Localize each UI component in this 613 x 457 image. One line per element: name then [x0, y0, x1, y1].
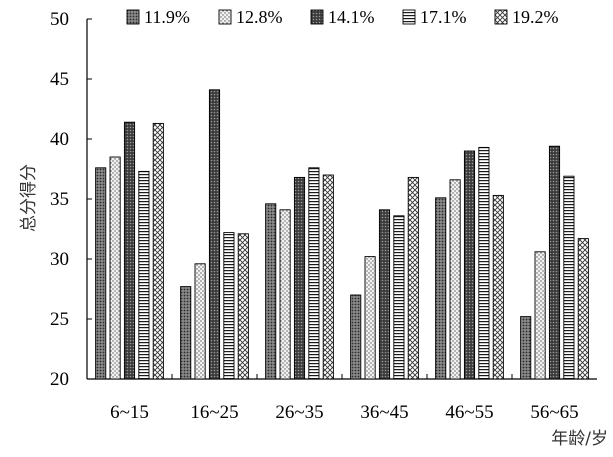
bar [520, 316, 532, 380]
bars [95, 89, 589, 380]
bar [223, 232, 235, 380]
bar [95, 167, 107, 380]
bar [577, 238, 589, 380]
bar [407, 176, 419, 380]
bar [478, 146, 490, 380]
legend-swatch [310, 9, 324, 25]
bar [180, 286, 192, 380]
bar [208, 89, 221, 380]
bar [109, 156, 121, 380]
bar [548, 145, 561, 380]
bar [138, 170, 150, 380]
x-tick-label: 26~35 [275, 402, 323, 423]
bar [265, 203, 277, 380]
legend-swatch [402, 9, 416, 25]
bar [463, 150, 476, 380]
y-tick-label: 20 [50, 369, 69, 390]
y-tick-label: 35 [50, 189, 69, 210]
bar [492, 194, 504, 380]
bar [534, 251, 546, 380]
bar [293, 176, 306, 380]
bar [279, 209, 291, 380]
bar [308, 167, 320, 380]
legend-label: 11.9% [144, 7, 190, 27]
y-axis-label: 总分得分 [19, 164, 39, 232]
legend-label: 14.1% [328, 7, 375, 27]
legend-swatch [494, 9, 508, 25]
bar [435, 197, 447, 380]
legend-label: 19.2% [512, 7, 559, 27]
bar [563, 175, 575, 380]
legend-label: 17.1% [420, 7, 467, 27]
legend-swatch [126, 9, 140, 25]
x-tick-label: 56~65 [530, 402, 578, 423]
x-tick-label: 36~45 [360, 402, 408, 423]
x-tick-label: 16~25 [190, 402, 238, 423]
x-axis-label: 年龄/岁 [551, 429, 608, 449]
bar [123, 121, 136, 380]
bar [393, 215, 405, 380]
y-tick-label: 50 [50, 9, 69, 30]
legend-label: 12.8% [236, 7, 283, 27]
x-tick-label: 6~15 [110, 402, 149, 423]
bar [237, 233, 249, 380]
bar [378, 209, 391, 380]
bar [350, 294, 362, 380]
y-tick-label: 40 [50, 129, 69, 150]
legend: 11.9% 12.8% 14.1% 17.1% 19.2% [126, 7, 559, 27]
axes [86, 18, 597, 380]
legend-swatch [218, 9, 232, 25]
bar [194, 263, 206, 380]
y-tick-label: 30 [50, 249, 69, 270]
y-tick-label: 45 [50, 69, 69, 90]
y-tick-label: 25 [50, 309, 69, 330]
bar [322, 174, 334, 380]
x-tick-label: 46~55 [445, 402, 493, 423]
tick-labels: 20 25 30 35 40 45 50 6~15 16~25 26~35 36~45 46~55 56… [50, 9, 579, 423]
bar [364, 256, 376, 380]
bar [449, 179, 461, 380]
bar [152, 122, 164, 380]
